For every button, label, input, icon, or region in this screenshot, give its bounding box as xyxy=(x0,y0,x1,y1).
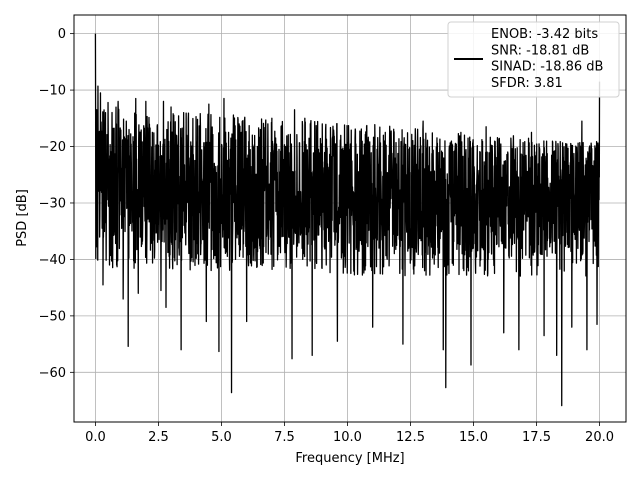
x-tick-label: 7.5 xyxy=(274,430,295,445)
y-tick-label: −30 xyxy=(39,196,66,211)
legend-line-3: SINAD: -18.86 dB xyxy=(491,60,603,75)
plot-area xyxy=(94,33,601,407)
y-axis-label: PSD [dB] xyxy=(15,189,30,247)
legend-line-2: SNR: -18.81 dB xyxy=(491,43,589,58)
x-tick-label: 12.5 xyxy=(396,430,425,445)
legend-line-4: SFDR: 3.81 xyxy=(491,76,563,91)
y-tick-label: −10 xyxy=(39,84,66,99)
legend: ENOB: -3.42 bits SNR: -18.81 dB SINAD: -18… xyxy=(447,21,620,98)
x-tick-label: 17.5 xyxy=(522,430,551,445)
y-tick-label: 0 xyxy=(58,27,66,42)
x-tick-label: 20.0 xyxy=(585,430,614,445)
y-tick-label: −20 xyxy=(39,140,66,155)
x-tick-label: 5.0 xyxy=(211,430,232,445)
psd-series-line xyxy=(94,33,601,407)
y-tick-label: −60 xyxy=(39,366,66,381)
plot-frame xyxy=(73,14,627,423)
y-axis: 0 −10 −20 −30 −40 −50 −60 xyxy=(39,27,74,381)
y-tick-label: −50 xyxy=(39,309,66,324)
y-tick-label: −40 xyxy=(39,253,66,268)
x-tick-label: 15.0 xyxy=(459,430,488,445)
legend-entry: ENOB: -3.42 bits SNR: -18.81 dB SINAD: -18… xyxy=(491,27,603,91)
x-tick-label: 10.0 xyxy=(333,430,362,445)
x-tick-label: 0.0 xyxy=(85,430,106,445)
x-axis-label: Frequency [MHz] xyxy=(295,451,404,466)
x-axis: 0.0 2.5 5.0 7.5 10.0 12.5 15.0 17.5 20.0 xyxy=(85,422,614,445)
x-tick-label: 2.5 xyxy=(148,430,169,445)
legend-box xyxy=(447,21,620,98)
legend-line-1: ENOB: -3.42 bits xyxy=(491,27,598,42)
